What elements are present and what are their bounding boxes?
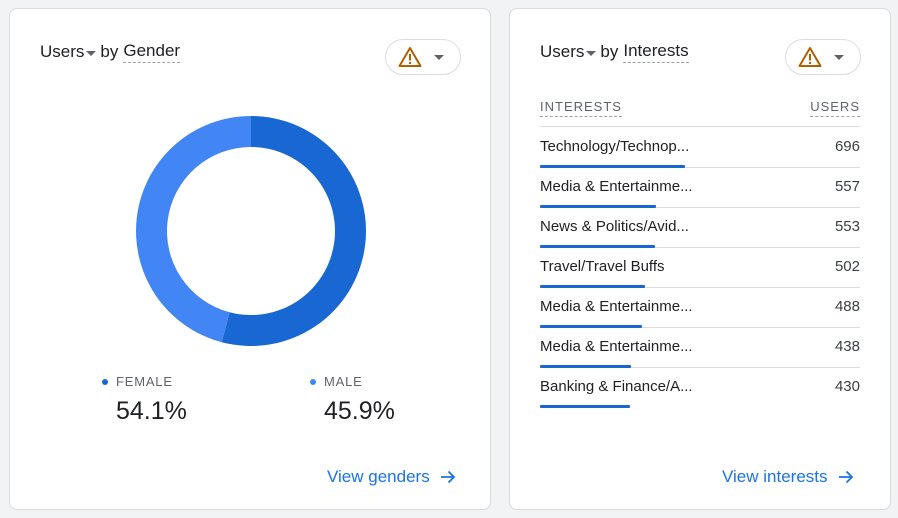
dimension-label[interactable]: Gender bbox=[123, 41, 181, 63]
donut-slice-male[interactable] bbox=[136, 116, 251, 343]
interest-users-value: 430 bbox=[834, 378, 860, 395]
users-by-interests-card: Users by Interests INTERESTS USERS Techn… bbox=[509, 8, 891, 510]
interest-label: Media & Entertainme... bbox=[540, 338, 693, 355]
interest-label: News & Politics/Avid... bbox=[540, 218, 689, 235]
legend-label-female: FEMALE bbox=[116, 374, 173, 389]
interest-label: Travel/Travel Buffs bbox=[540, 258, 665, 275]
column-header-interests[interactable]: INTERESTS bbox=[540, 99, 622, 117]
interest-users-value: 557 bbox=[834, 178, 860, 195]
interest-bar bbox=[540, 365, 632, 368]
interest-bar bbox=[540, 245, 656, 248]
by-label: by bbox=[600, 42, 619, 61]
dimension-label[interactable]: Interests bbox=[623, 41, 689, 63]
table-row: Media & Entertainme... 488 bbox=[540, 288, 860, 328]
view-genders-label: View genders bbox=[327, 467, 430, 486]
interest-bar bbox=[540, 205, 657, 208]
chevron-down-icon bbox=[834, 54, 844, 60]
interest-users-value: 553 bbox=[834, 218, 860, 235]
interest-users-value: 438 bbox=[834, 338, 860, 355]
table-row: Technology/Technop... 696 bbox=[540, 128, 860, 168]
warning-triangle-icon bbox=[398, 47, 422, 67]
table-header: INTERESTS USERS bbox=[540, 99, 860, 127]
interest-label: Media & Entertainme... bbox=[540, 178, 693, 195]
arrow-right-icon bbox=[440, 470, 455, 484]
legend-dot-male bbox=[310, 378, 316, 385]
column-header-users[interactable]: USERS bbox=[810, 99, 860, 117]
card-title: Users by Interests bbox=[540, 41, 689, 63]
metric-label: Users bbox=[540, 42, 585, 61]
table-row: Travel/Travel Buffs 502 bbox=[540, 248, 860, 288]
interest-bar bbox=[540, 325, 642, 328]
table-row: News & Politics/Avid... 553 bbox=[540, 208, 860, 248]
view-interests-link[interactable]: View interests bbox=[722, 467, 854, 487]
table-row: Media & Entertainme... 557 bbox=[540, 168, 860, 208]
users-by-gender-card: Users by Gender FEMALE 54.1% MALE 45.9% … bbox=[9, 8, 491, 510]
metric-selector[interactable]: Users bbox=[40, 42, 100, 62]
legend-label-male: MALE bbox=[324, 374, 363, 389]
view-genders-link[interactable]: View genders bbox=[327, 467, 456, 487]
interest-users-value: 502 bbox=[834, 258, 860, 275]
interests-table: Technology/Technop... 696 Media & Entertai… bbox=[540, 128, 860, 408]
interest-bar bbox=[540, 165, 685, 168]
interest-bar bbox=[540, 405, 630, 408]
legend-value-female: 54.1% bbox=[116, 397, 187, 425]
donut-slice-female[interactable] bbox=[221, 116, 366, 346]
interest-users-value: 488 bbox=[834, 298, 860, 315]
interest-users-value: 696 bbox=[834, 138, 860, 155]
view-interests-label: View interests bbox=[722, 467, 828, 486]
warning-triangle-icon bbox=[798, 47, 822, 67]
by-label: by bbox=[100, 42, 119, 61]
legend-female: FEMALE 54.1% bbox=[102, 374, 187, 426]
metric-selector[interactable]: Users bbox=[540, 42, 600, 62]
chevron-down-icon bbox=[434, 54, 444, 60]
table-row: Banking & Finance/A... 430 bbox=[540, 368, 860, 408]
warning-menu-button[interactable] bbox=[785, 39, 861, 75]
arrow-right-icon bbox=[838, 470, 853, 484]
card-title: Users by Gender bbox=[40, 41, 181, 63]
gender-donut-chart bbox=[136, 116, 366, 346]
metric-label: Users bbox=[40, 42, 85, 61]
table-row: Media & Entertainme... 438 bbox=[540, 328, 860, 368]
caret-down-icon bbox=[86, 50, 97, 56]
caret-down-icon bbox=[586, 50, 597, 56]
interest-label: Media & Entertainme... bbox=[540, 298, 693, 315]
legend-male: MALE 45.9% bbox=[310, 374, 395, 426]
warning-menu-button[interactable] bbox=[385, 39, 461, 75]
interest-label: Banking & Finance/A... bbox=[540, 378, 693, 395]
legend-value-male: 45.9% bbox=[324, 397, 395, 425]
interest-bar bbox=[540, 285, 645, 288]
legend-dot-female bbox=[102, 378, 108, 385]
interest-label: Technology/Technop... bbox=[540, 138, 690, 155]
